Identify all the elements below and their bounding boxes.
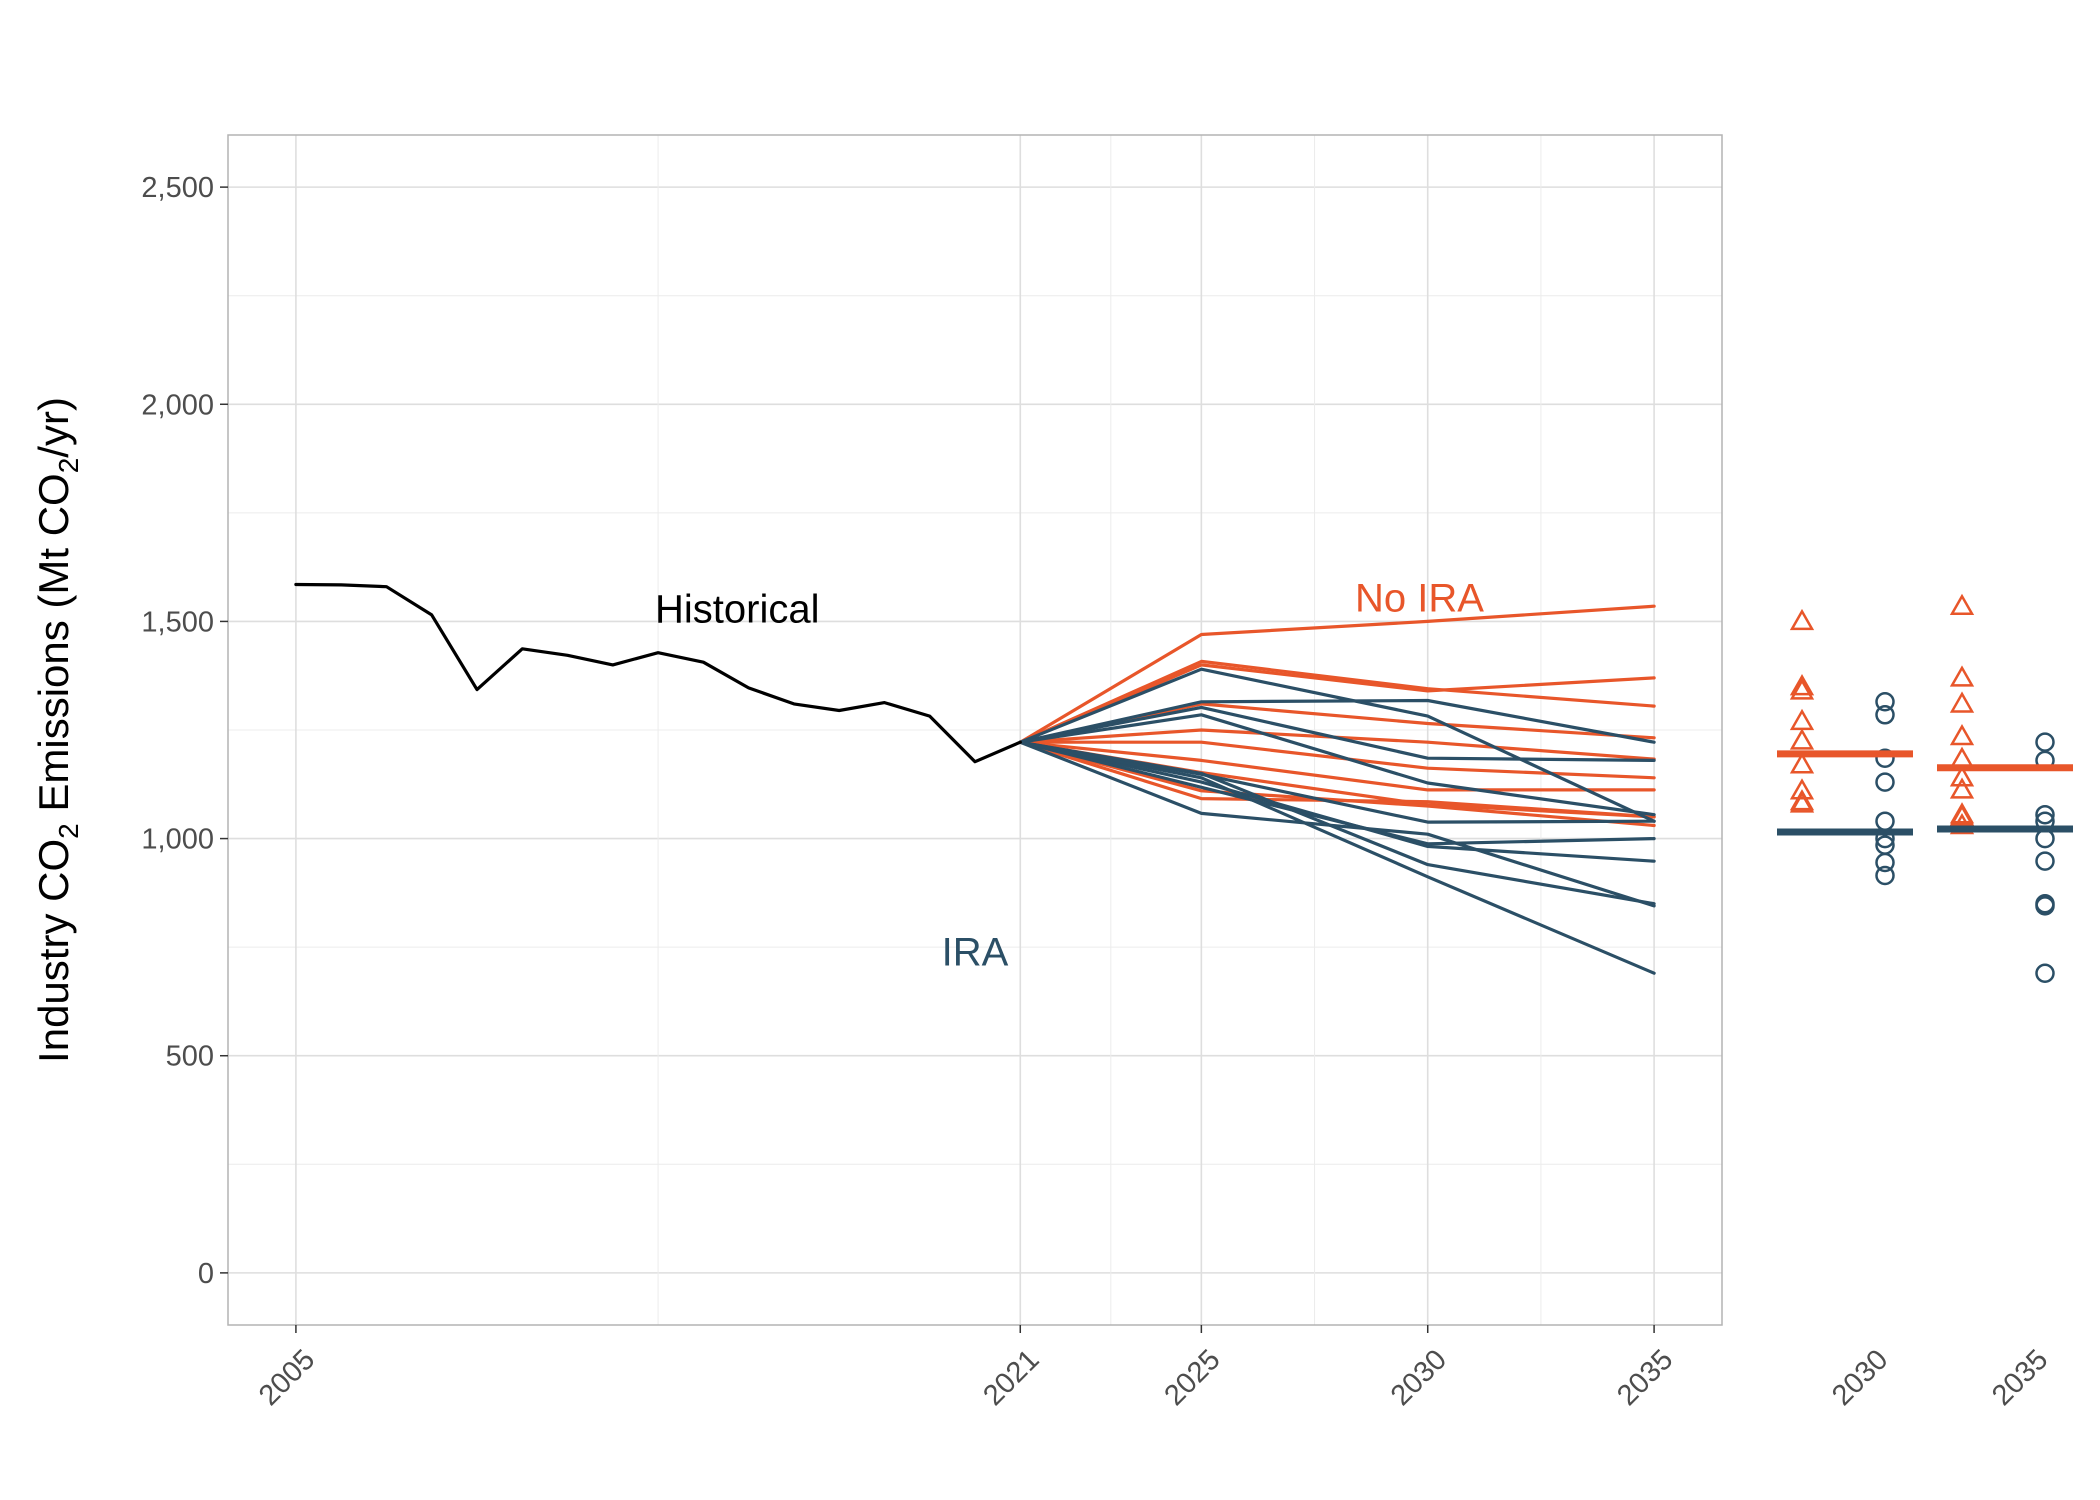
no-ira-scenario-line — [1018, 604, 1656, 744]
no-ira-triangle-point — [1949, 813, 1975, 835]
no-ira-triangle-point — [1949, 723, 1975, 746]
no-ira-triangle-point — [1949, 765, 1975, 787]
side-panels: 2030 2035 — [1777, 593, 2073, 1412]
no-ira-triangle-point — [1949, 665, 1975, 687]
no-ira-scenario-line — [1018, 663, 1656, 744]
ira-circle-point — [1875, 852, 1895, 873]
gridlines — [228, 135, 1722, 1325]
no-ira-triangle-point — [1789, 752, 1815, 774]
no-ira-scenario-line — [1018, 740, 1656, 780]
y-tick-label: 2,500 — [141, 172, 214, 204]
no-ira-triangle-point — [1789, 708, 1815, 731]
x-tick-label: 2021 — [977, 1344, 1045, 1412]
no-ira-triangle-point — [1949, 777, 1975, 799]
no-ira-scenario-line — [1018, 659, 1656, 744]
ira-scenario-line — [1018, 740, 1656, 908]
y-axis-label-subscript: 2 — [53, 823, 84, 839]
y-axis-label-part: Emissions (Mt CO — [30, 473, 77, 823]
ira-scenario-line — [1018, 705, 1656, 763]
no-ira-triangle-point — [1789, 728, 1815, 750]
no-ira-scenario-line — [1018, 740, 1656, 792]
no-ira-triangle-point — [1949, 804, 1975, 826]
ira-circle-point — [2035, 896, 2055, 916]
ira-scenario-line — [1018, 713, 1656, 817]
y-axis-label-part: Industry CO — [30, 839, 77, 1063]
x-tick-label: 2030 — [1385, 1344, 1453, 1412]
ira-circle-point — [1875, 772, 1895, 792]
no-ira-triangle-point — [1949, 691, 1975, 713]
series-lines — [294, 582, 1656, 975]
y-axis-label: Industry CO2 Emissions (Mt CO2/yr) — [30, 397, 84, 1063]
ira-circle-point — [2035, 963, 2055, 983]
y-axis-label-part: /yr) — [30, 397, 77, 458]
ira-scenario-line — [1018, 667, 1656, 823]
no-ira-triangle-point — [1789, 791, 1815, 813]
y-tick-label: 2,000 — [141, 389, 214, 421]
ira-circle-point — [2035, 851, 2055, 871]
ira-circle-point — [1875, 692, 1895, 712]
axes: 0 500 1,000 1,500 2,000 2,500 2005 2021 2025 2030… — [141, 172, 1679, 1412]
no-ira-scenario-line — [1018, 728, 1656, 761]
ira-scenario-line — [1018, 740, 1656, 906]
y-tick-label: 0 — [198, 1258, 214, 1290]
ira-circle-point — [2035, 828, 2055, 849]
y-tick-label: 1,000 — [141, 824, 214, 856]
ira-circle-point — [1875, 748, 1895, 768]
side-panel-label: 2035 — [1986, 1344, 2054, 1412]
x-tick-label: 2035 — [1611, 1344, 1679, 1412]
ira-circle-point — [1875, 865, 1895, 886]
ira-scenario-line — [1018, 740, 1656, 975]
annotation-no-ira: No IRA — [1355, 577, 1484, 621]
ira-circle-point — [2035, 732, 2055, 752]
side-panel-label: 2030 — [1826, 1344, 1894, 1412]
annotations: Historical No IRA IRA — [655, 577, 1484, 975]
ira-scenario-line — [1018, 740, 1656, 846]
no-ira-triangle-point — [1789, 778, 1815, 800]
ira-circle-point — [1875, 811, 1895, 831]
no-ira-scenario-line — [1018, 740, 1656, 819]
annotation-historical: Historical — [655, 587, 819, 631]
y-tick-label: 1,500 — [141, 606, 214, 638]
x-tick-label: 2005 — [253, 1344, 321, 1412]
ira-scenario-line — [1018, 698, 1656, 744]
no-ira-triangle-point — [1949, 593, 1975, 615]
plot-panel-border — [227, 134, 1723, 1326]
historical-line — [294, 582, 1022, 764]
y-axis-label-subscript: 2 — [53, 458, 84, 474]
ira-circle-point — [2035, 804, 2055, 825]
no-ira-triangle-point — [1949, 746, 1975, 768]
annotation-ira: IRA — [942, 930, 1009, 974]
no-ira-triangle-point — [1789, 678, 1815, 700]
x-tick-label: 2025 — [1158, 1344, 1226, 1412]
ira-circle-point — [1875, 705, 1895, 725]
no-ira-triangle-point — [1789, 674, 1815, 696]
y-tick-label: 500 — [166, 1041, 214, 1073]
no-ira-triangle-point — [1789, 608, 1815, 631]
